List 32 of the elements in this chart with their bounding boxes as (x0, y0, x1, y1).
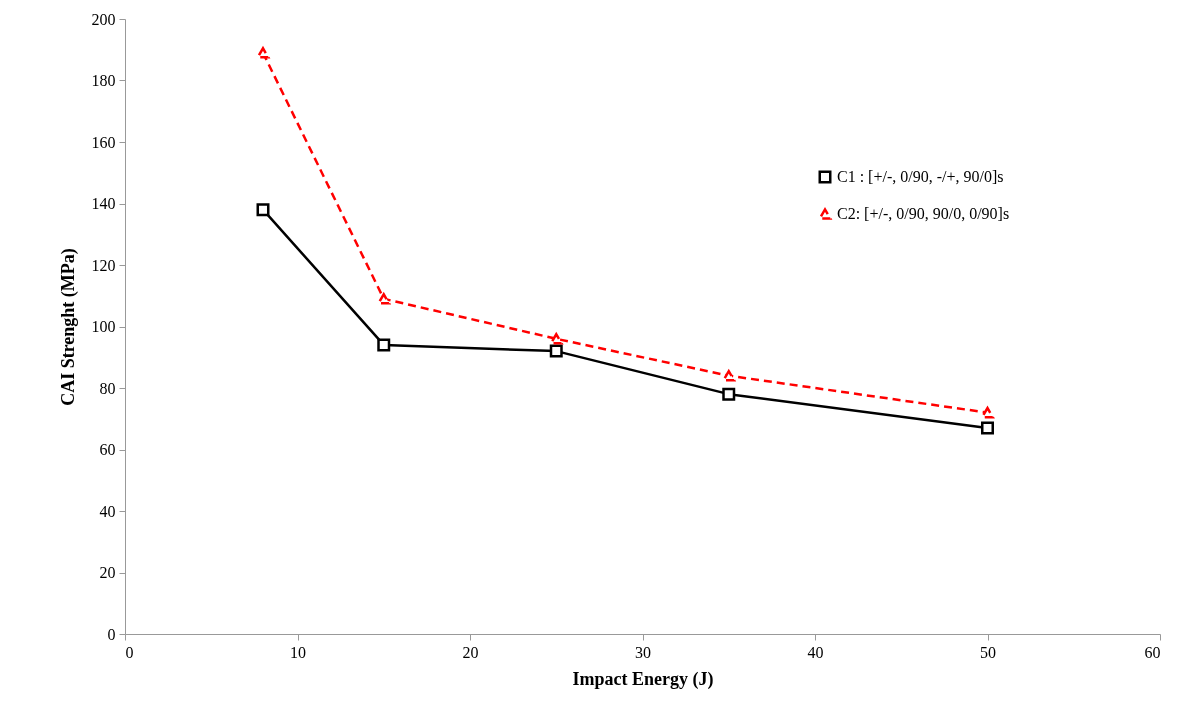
y-tick-label: 20 (99, 564, 116, 581)
x-axis-title: Impact Energy (J) (572, 668, 714, 690)
y-tick-label: 180 (91, 72, 116, 89)
point (377, 293, 391, 305)
point (549, 344, 563, 358)
point (981, 406, 994, 419)
x-tick-label: 40 (807, 643, 824, 661)
y-tick-label: 40 (99, 502, 116, 520)
x-tick-label: 30 (635, 643, 651, 661)
point (981, 421, 994, 435)
y-axis-title: CAI Strenght (MPa) (57, 248, 79, 406)
y-tick-label: 100 (91, 318, 116, 335)
y-tick-label: 60 (99, 441, 116, 458)
y-tick-label: 140 (91, 195, 116, 212)
x-tick-label: 0 (125, 643, 134, 661)
point (722, 387, 736, 401)
point (256, 203, 270, 217)
point (377, 338, 391, 352)
x-tick-label: 10 (290, 643, 306, 661)
y-tick-label: 160 (91, 133, 116, 151)
legend-label: C1 : [+/-, 0/90, -/+, 90/0]s (837, 168, 1004, 185)
y-tick-label: 80 (99, 379, 116, 397)
x-tick-label: 20 (462, 643, 479, 661)
point (722, 369, 736, 382)
y-tick-label: 120 (91, 256, 116, 274)
point (256, 47, 270, 59)
y-tick-label: 200 (91, 10, 116, 28)
x-tick-label: 60 (1144, 643, 1161, 661)
y-tick-label: 0 (107, 625, 116, 643)
x-tick-label: 50 (980, 643, 996, 661)
legend-label: C2: [+/-, 0/90, 90/0, 0/90]s (837, 205, 1010, 222)
point (549, 333, 563, 345)
